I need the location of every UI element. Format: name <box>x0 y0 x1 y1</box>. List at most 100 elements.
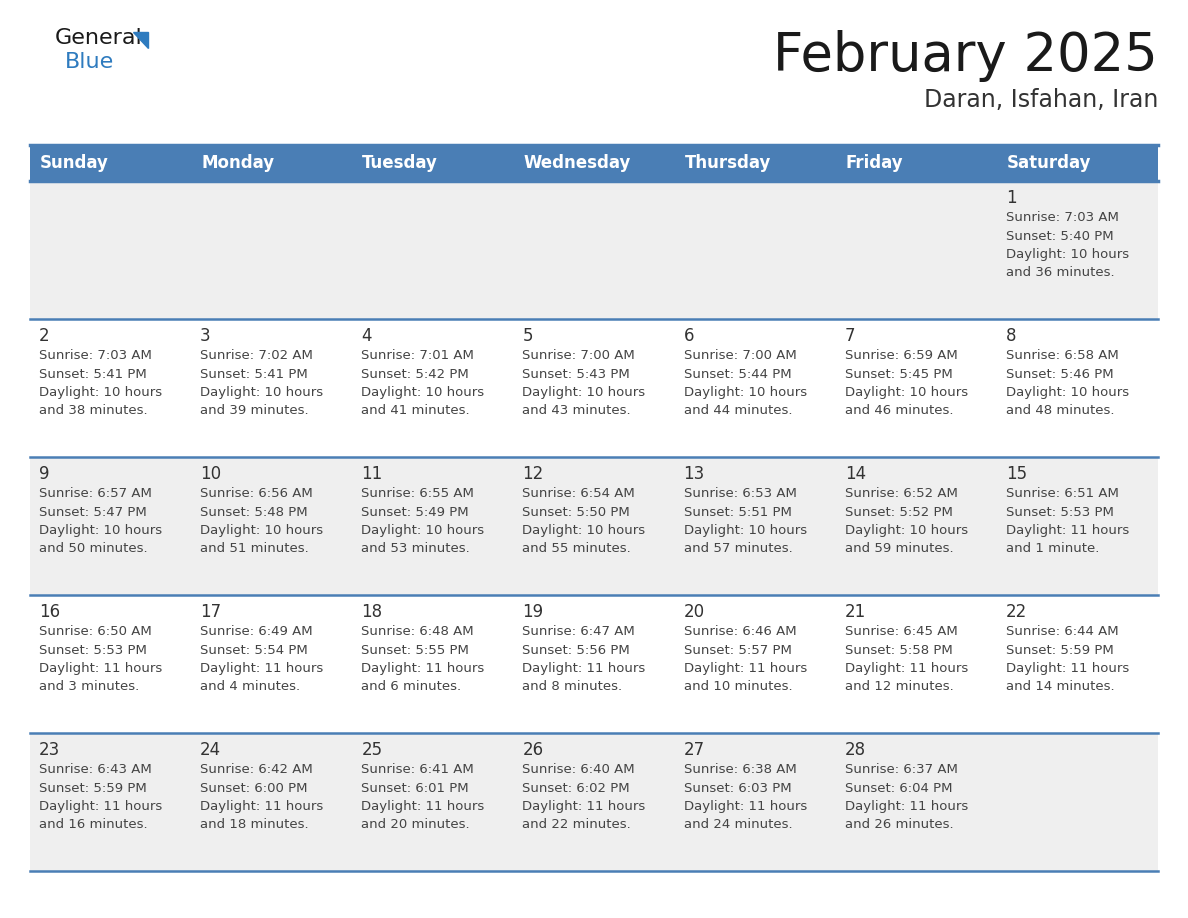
Text: Sunrise: 6:50 AM
Sunset: 5:53 PM
Daylight: 11 hours
and 3 minutes.: Sunrise: 6:50 AM Sunset: 5:53 PM Dayligh… <box>39 625 163 693</box>
Text: Sunrise: 6:59 AM
Sunset: 5:45 PM
Daylight: 10 hours
and 46 minutes.: Sunrise: 6:59 AM Sunset: 5:45 PM Dayligh… <box>845 349 968 418</box>
Text: Sunday: Sunday <box>40 154 109 172</box>
Text: Sunrise: 7:03 AM
Sunset: 5:40 PM
Daylight: 10 hours
and 36 minutes.: Sunrise: 7:03 AM Sunset: 5:40 PM Dayligh… <box>1006 211 1129 279</box>
Text: Sunrise: 6:48 AM
Sunset: 5:55 PM
Daylight: 11 hours
and 6 minutes.: Sunrise: 6:48 AM Sunset: 5:55 PM Dayligh… <box>361 625 485 693</box>
Bar <box>513 733 675 871</box>
Text: Tuesday: Tuesday <box>362 154 438 172</box>
Bar <box>835 181 997 319</box>
Text: 19: 19 <box>523 603 544 621</box>
Text: 11: 11 <box>361 465 383 483</box>
Text: General: General <box>55 28 143 48</box>
Bar <box>997 595 1158 733</box>
Text: Sunrise: 6:53 AM
Sunset: 5:51 PM
Daylight: 10 hours
and 57 minutes.: Sunrise: 6:53 AM Sunset: 5:51 PM Dayligh… <box>683 487 807 555</box>
Bar <box>997 733 1158 871</box>
Bar <box>191 595 353 733</box>
Bar <box>997 457 1158 595</box>
Text: Sunrise: 6:56 AM
Sunset: 5:48 PM
Daylight: 10 hours
and 51 minutes.: Sunrise: 6:56 AM Sunset: 5:48 PM Dayligh… <box>200 487 323 555</box>
Bar <box>513 145 675 181</box>
Text: 21: 21 <box>845 603 866 621</box>
Bar <box>997 145 1158 181</box>
Text: 12: 12 <box>523 465 544 483</box>
Bar <box>997 181 1158 319</box>
Text: Sunrise: 6:38 AM
Sunset: 6:03 PM
Daylight: 11 hours
and 24 minutes.: Sunrise: 6:38 AM Sunset: 6:03 PM Dayligh… <box>683 763 807 832</box>
Text: 13: 13 <box>683 465 704 483</box>
Text: Sunrise: 7:00 AM
Sunset: 5:44 PM
Daylight: 10 hours
and 44 minutes.: Sunrise: 7:00 AM Sunset: 5:44 PM Dayligh… <box>683 349 807 418</box>
Text: Sunrise: 6:47 AM
Sunset: 5:56 PM
Daylight: 11 hours
and 8 minutes.: Sunrise: 6:47 AM Sunset: 5:56 PM Dayligh… <box>523 625 646 693</box>
Bar <box>191 319 353 457</box>
Bar <box>675 181 835 319</box>
Text: 4: 4 <box>361 327 372 345</box>
Bar <box>513 457 675 595</box>
Text: 1: 1 <box>1006 189 1017 207</box>
Bar <box>513 595 675 733</box>
Text: Sunrise: 6:55 AM
Sunset: 5:49 PM
Daylight: 10 hours
and 53 minutes.: Sunrise: 6:55 AM Sunset: 5:49 PM Dayligh… <box>361 487 485 555</box>
Text: 7: 7 <box>845 327 855 345</box>
Bar <box>191 733 353 871</box>
Text: 28: 28 <box>845 741 866 759</box>
Bar <box>30 181 191 319</box>
Text: Sunrise: 6:57 AM
Sunset: 5:47 PM
Daylight: 10 hours
and 50 minutes.: Sunrise: 6:57 AM Sunset: 5:47 PM Dayligh… <box>39 487 162 555</box>
Bar <box>675 733 835 871</box>
Text: Sunrise: 7:01 AM
Sunset: 5:42 PM
Daylight: 10 hours
and 41 minutes.: Sunrise: 7:01 AM Sunset: 5:42 PM Dayligh… <box>361 349 485 418</box>
Text: 10: 10 <box>200 465 221 483</box>
Polygon shape <box>133 32 148 48</box>
Text: 16: 16 <box>39 603 61 621</box>
Text: 26: 26 <box>523 741 544 759</box>
Text: 5: 5 <box>523 327 533 345</box>
Bar <box>835 595 997 733</box>
Text: Sunrise: 7:03 AM
Sunset: 5:41 PM
Daylight: 10 hours
and 38 minutes.: Sunrise: 7:03 AM Sunset: 5:41 PM Dayligh… <box>39 349 162 418</box>
Text: Sunrise: 6:43 AM
Sunset: 5:59 PM
Daylight: 11 hours
and 16 minutes.: Sunrise: 6:43 AM Sunset: 5:59 PM Dayligh… <box>39 763 163 832</box>
Bar <box>30 595 191 733</box>
Text: February 2025: February 2025 <box>773 30 1158 82</box>
Bar <box>997 319 1158 457</box>
Text: 18: 18 <box>361 603 383 621</box>
Bar <box>353 181 513 319</box>
Text: Sunrise: 6:49 AM
Sunset: 5:54 PM
Daylight: 11 hours
and 4 minutes.: Sunrise: 6:49 AM Sunset: 5:54 PM Dayligh… <box>200 625 323 693</box>
Text: Sunrise: 6:54 AM
Sunset: 5:50 PM
Daylight: 10 hours
and 55 minutes.: Sunrise: 6:54 AM Sunset: 5:50 PM Dayligh… <box>523 487 645 555</box>
Text: Sunrise: 7:02 AM
Sunset: 5:41 PM
Daylight: 10 hours
and 39 minutes.: Sunrise: 7:02 AM Sunset: 5:41 PM Dayligh… <box>200 349 323 418</box>
Text: Sunrise: 6:42 AM
Sunset: 6:00 PM
Daylight: 11 hours
and 18 minutes.: Sunrise: 6:42 AM Sunset: 6:00 PM Dayligh… <box>200 763 323 832</box>
Bar <box>353 319 513 457</box>
Text: Sunrise: 6:41 AM
Sunset: 6:01 PM
Daylight: 11 hours
and 20 minutes.: Sunrise: 6:41 AM Sunset: 6:01 PM Dayligh… <box>361 763 485 832</box>
Text: 23: 23 <box>39 741 61 759</box>
Text: 6: 6 <box>683 327 694 345</box>
Text: 15: 15 <box>1006 465 1026 483</box>
Text: 25: 25 <box>361 741 383 759</box>
Bar <box>30 145 191 181</box>
Text: 9: 9 <box>39 465 50 483</box>
Bar <box>675 145 835 181</box>
Bar <box>353 457 513 595</box>
Bar <box>191 457 353 595</box>
Bar <box>675 319 835 457</box>
Text: Sunrise: 7:00 AM
Sunset: 5:43 PM
Daylight: 10 hours
and 43 minutes.: Sunrise: 7:00 AM Sunset: 5:43 PM Dayligh… <box>523 349 645 418</box>
Text: Sunrise: 6:40 AM
Sunset: 6:02 PM
Daylight: 11 hours
and 22 minutes.: Sunrise: 6:40 AM Sunset: 6:02 PM Dayligh… <box>523 763 646 832</box>
Text: Saturday: Saturday <box>1007 154 1092 172</box>
Bar <box>835 145 997 181</box>
Bar <box>835 457 997 595</box>
Text: Sunrise: 6:45 AM
Sunset: 5:58 PM
Daylight: 11 hours
and 12 minutes.: Sunrise: 6:45 AM Sunset: 5:58 PM Dayligh… <box>845 625 968 693</box>
Text: Blue: Blue <box>65 52 114 72</box>
Bar <box>353 595 513 733</box>
Text: Sunrise: 6:52 AM
Sunset: 5:52 PM
Daylight: 10 hours
and 59 minutes.: Sunrise: 6:52 AM Sunset: 5:52 PM Dayligh… <box>845 487 968 555</box>
Bar <box>675 457 835 595</box>
Bar <box>30 457 191 595</box>
Text: 14: 14 <box>845 465 866 483</box>
Bar <box>30 733 191 871</box>
Bar <box>835 319 997 457</box>
Bar <box>353 733 513 871</box>
Text: Monday: Monday <box>201 154 274 172</box>
Text: Sunrise: 6:46 AM
Sunset: 5:57 PM
Daylight: 11 hours
and 10 minutes.: Sunrise: 6:46 AM Sunset: 5:57 PM Dayligh… <box>683 625 807 693</box>
Text: 22: 22 <box>1006 603 1028 621</box>
Text: Wednesday: Wednesday <box>524 154 631 172</box>
Text: 20: 20 <box>683 603 704 621</box>
Text: Thursday: Thursday <box>684 154 771 172</box>
Text: 2: 2 <box>39 327 50 345</box>
Text: 17: 17 <box>200 603 221 621</box>
Bar <box>191 145 353 181</box>
Text: Sunrise: 6:51 AM
Sunset: 5:53 PM
Daylight: 11 hours
and 1 minute.: Sunrise: 6:51 AM Sunset: 5:53 PM Dayligh… <box>1006 487 1129 555</box>
Text: Sunrise: 6:44 AM
Sunset: 5:59 PM
Daylight: 11 hours
and 14 minutes.: Sunrise: 6:44 AM Sunset: 5:59 PM Dayligh… <box>1006 625 1129 693</box>
Text: 3: 3 <box>200 327 210 345</box>
Bar <box>675 595 835 733</box>
Bar <box>513 181 675 319</box>
Text: Friday: Friday <box>846 154 903 172</box>
Bar <box>30 319 191 457</box>
